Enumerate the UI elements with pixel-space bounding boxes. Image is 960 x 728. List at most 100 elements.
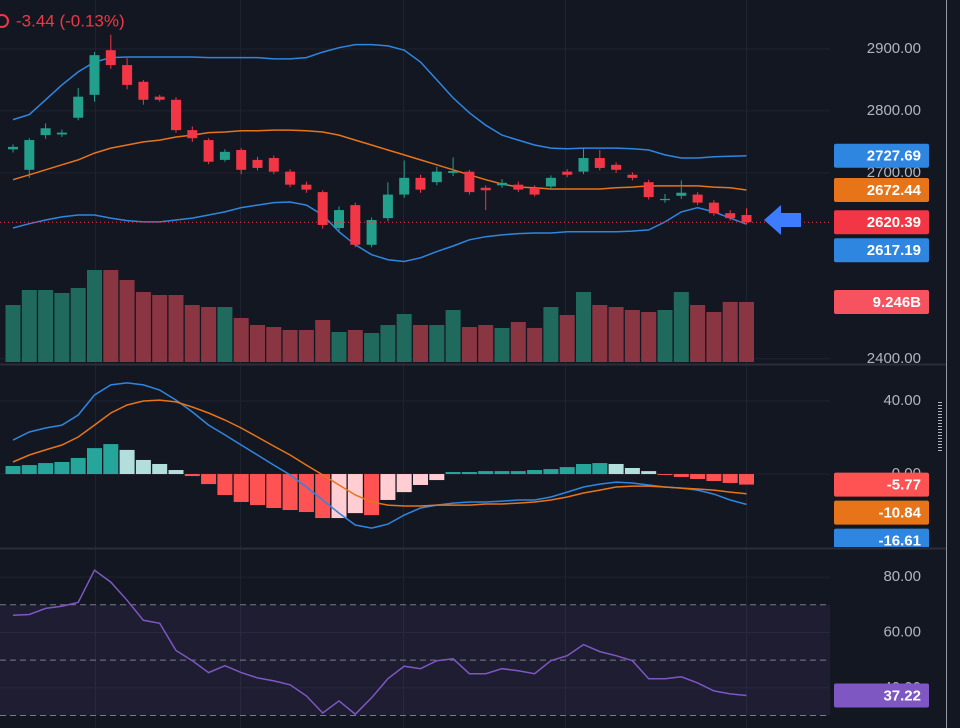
histogram-bar	[739, 474, 754, 485]
candle-body	[334, 210, 344, 229]
histogram-bar	[576, 463, 591, 475]
volume-bar	[673, 292, 689, 362]
histogram-bar	[135, 459, 151, 475]
candle-body	[660, 198, 670, 201]
candle-body	[513, 184, 524, 190]
value-label: 9.246B	[873, 294, 922, 311]
candle-body	[692, 194, 703, 203]
rsi-line	[12, 569, 747, 716]
candle-body	[154, 96, 165, 100]
histogram-bar	[201, 474, 217, 485]
histogram-bar	[380, 474, 396, 500]
candle-body	[741, 215, 752, 223]
value-label: -10.84	[878, 505, 921, 522]
volume-bar	[739, 301, 754, 362]
candle-body	[562, 171, 573, 175]
y-tick-label: 2800.00	[867, 102, 921, 119]
volume-bar	[690, 304, 706, 362]
value-label-box	[834, 177, 929, 202]
volume-bar	[152, 294, 168, 362]
histogram-bar	[510, 471, 526, 475]
volume-bar	[315, 319, 331, 362]
histogram-bar	[70, 457, 86, 475]
candle-body	[138, 81, 149, 100]
value-label-box	[834, 500, 929, 525]
value-label: -16.61	[878, 533, 921, 550]
histogram-bar	[494, 471, 510, 475]
volume-bar	[233, 317, 249, 362]
scroll-to-latest-arrow[interactable]	[764, 205, 801, 235]
candle-body	[497, 182, 507, 186]
band-line	[12, 129, 747, 191]
volume-bar	[706, 312, 722, 362]
candle-body	[431, 171, 442, 183]
y-tick-label: 2400.00	[867, 350, 921, 367]
value-label: -5.77	[887, 477, 921, 494]
histogram-bar	[315, 474, 331, 519]
candle-body	[122, 65, 133, 85]
histogram-bar	[690, 474, 706, 479]
candle-body	[708, 202, 719, 214]
volume-bar	[201, 307, 217, 362]
volume-bar	[641, 312, 657, 362]
volume-bar	[576, 292, 591, 362]
histogram-bar	[445, 472, 461, 475]
candle-body	[545, 177, 556, 187]
candle-body	[464, 171, 475, 193]
volume-bar	[380, 324, 396, 362]
volume-bar	[266, 327, 282, 362]
volume-bar	[217, 307, 233, 362]
histogram-bar	[217, 474, 233, 496]
value-label: 2672.44	[867, 182, 922, 199]
histogram-bar	[266, 474, 282, 509]
histogram-bar	[184, 474, 200, 477]
volume-bar	[250, 324, 265, 362]
volume-bar	[559, 314, 575, 362]
value-label-box	[834, 528, 929, 547]
macd-line	[12, 399, 747, 507]
histogram-bar	[706, 474, 722, 481]
volume-bar	[543, 307, 559, 362]
volume-bar	[494, 327, 510, 362]
histogram-bar	[331, 474, 347, 519]
histogram-bar	[5, 465, 21, 475]
macd-line	[12, 382, 747, 529]
candle-body	[73, 96, 84, 118]
histogram-bar	[152, 463, 168, 475]
volume-bar	[5, 304, 21, 362]
candle-body	[448, 171, 459, 173]
histogram-bar	[478, 471, 494, 475]
volume-bar	[331, 332, 347, 362]
volume-bar	[478, 324, 494, 362]
volume-bar	[184, 304, 200, 362]
volume-bar	[21, 289, 37, 362]
histogram-bar	[722, 474, 738, 483]
histogram-bar	[54, 461, 70, 475]
volume-bar	[722, 301, 738, 362]
candle-body	[480, 187, 491, 191]
volume-bar	[592, 304, 608, 362]
candle-body	[56, 132, 67, 135]
change-icon	[0, 14, 9, 28]
volume-bar	[282, 329, 298, 362]
volume-bar	[364, 332, 380, 362]
candle-body	[366, 219, 377, 245]
candle-body	[643, 182, 654, 198]
value-label: 2617.19	[867, 242, 921, 259]
volume-bar	[396, 314, 412, 362]
candle-body	[8, 146, 18, 150]
histogram-bar	[624, 468, 640, 475]
candle-body	[382, 194, 393, 219]
candle-body	[252, 159, 263, 168]
histogram-bar	[282, 474, 298, 511]
value-label: 2727.69	[867, 148, 921, 165]
y-tick-label: 80.00	[883, 568, 921, 585]
histogram-bar	[119, 449, 135, 475]
histogram-bar	[608, 463, 624, 475]
histogram-bar	[592, 463, 608, 475]
histogram-bar	[298, 474, 314, 513]
candle-body	[350, 205, 361, 245]
histogram-bar	[21, 465, 37, 475]
